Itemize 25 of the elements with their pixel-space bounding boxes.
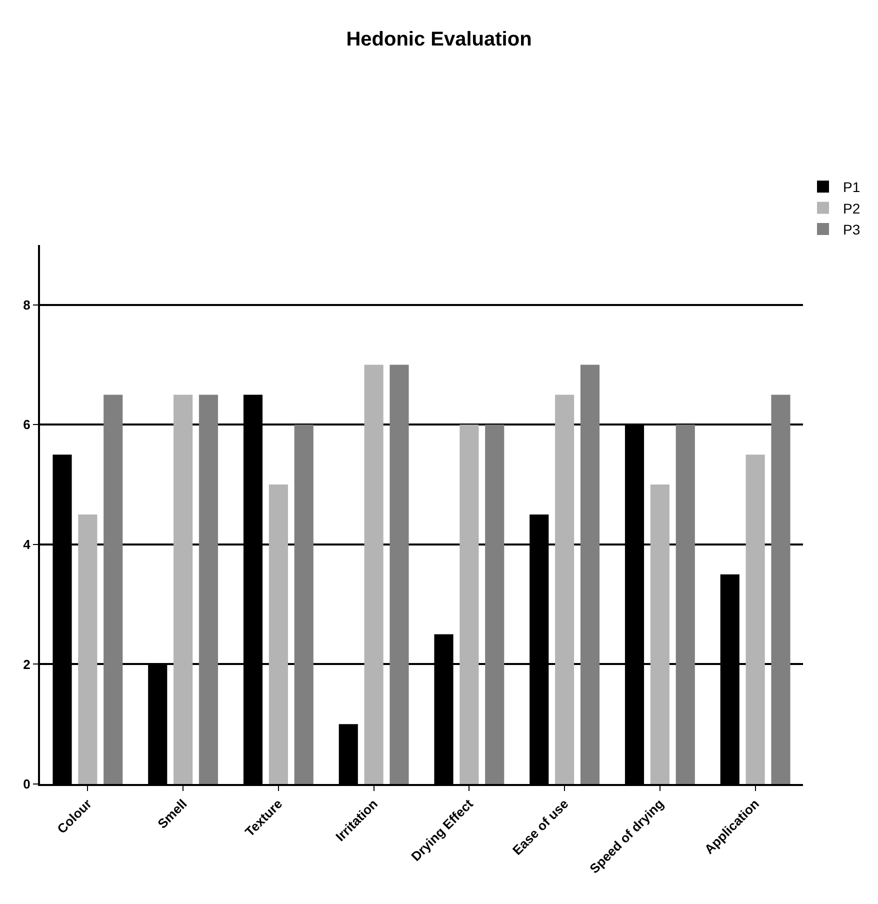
bar (580, 364, 600, 784)
chart-title: Hedonic Evaluation (346, 28, 532, 51)
y-tick-label: 6 (23, 417, 30, 432)
bar (268, 484, 288, 784)
bar (390, 364, 409, 784)
bar (174, 394, 193, 784)
bar (460, 424, 479, 784)
bar (555, 394, 574, 784)
bar (364, 364, 384, 784)
y-tick-label: 4 (23, 536, 32, 552)
bar (650, 484, 670, 784)
bar (676, 424, 695, 784)
legend-label: P3 (843, 221, 860, 238)
bar (771, 394, 790, 784)
bar (746, 454, 765, 784)
legend-label: P2 (843, 200, 860, 216)
bar (485, 424, 504, 784)
y-tick-label: 0 (23, 776, 30, 792)
bar (294, 424, 314, 784)
y-tick-label: 2 (23, 656, 30, 672)
legend-label: P1 (843, 179, 860, 196)
bar (78, 514, 98, 784)
y-tick-label: 8 (23, 297, 30, 312)
bar (104, 394, 123, 784)
bar (198, 394, 218, 784)
